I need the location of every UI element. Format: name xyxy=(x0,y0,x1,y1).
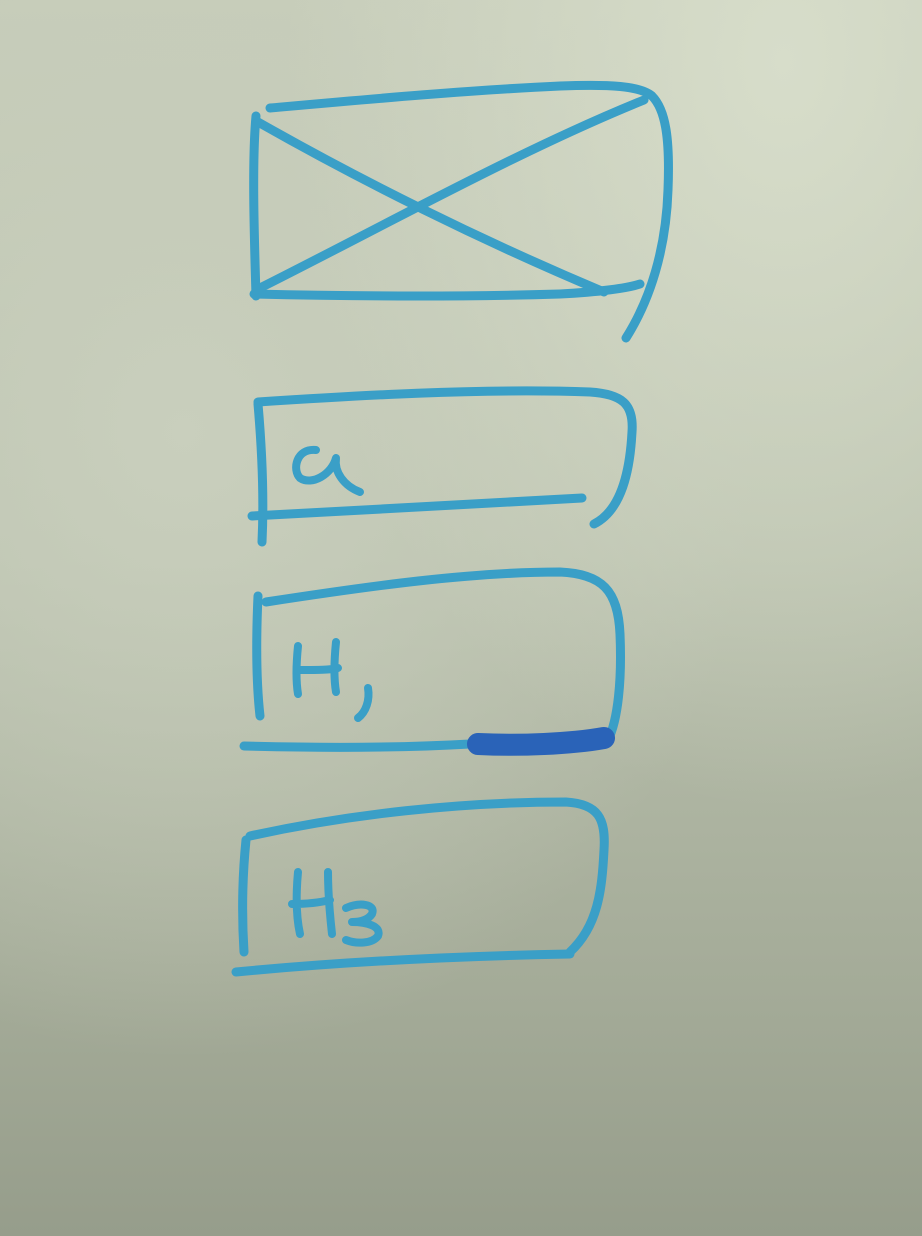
image-placeholder-box xyxy=(249,80,673,343)
sketch-box-h3 xyxy=(231,797,609,977)
sketch-box-a xyxy=(247,386,637,547)
sketch-box-h1 xyxy=(239,567,625,756)
